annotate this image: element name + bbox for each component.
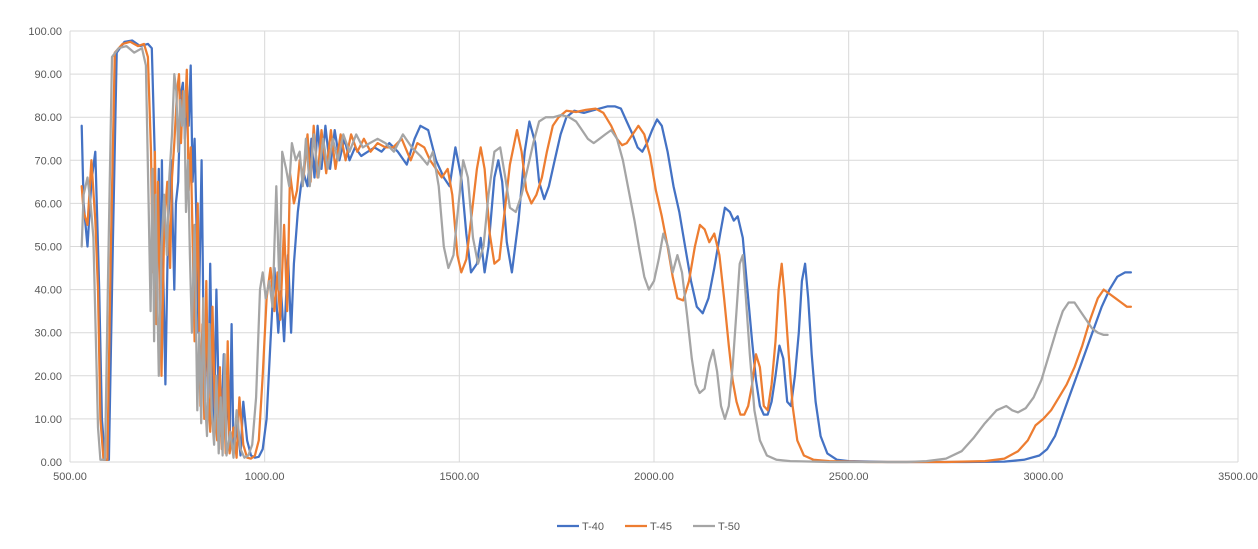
legend-label-t-40: T-40	[582, 521, 604, 533]
x-tick-label: 2000.00	[634, 471, 674, 483]
y-tick-label: 90.00	[34, 69, 62, 81]
x-tick-label: 3000.00	[1023, 471, 1063, 483]
y-axis-tick-labels: 0.00 10.00 20.00 30.00 40.00 50.00 60.00 70.00 8…	[28, 26, 62, 469]
legend-label-t-45: T-45	[650, 521, 672, 533]
y-tick-label: 50.00	[34, 242, 62, 254]
legend: T-40 T-45 T-50	[557, 521, 740, 533]
y-tick-label: 80.00	[34, 112, 62, 124]
x-tick-label: 3500.00	[1218, 471, 1258, 483]
x-tick-label: 2500.00	[829, 471, 869, 483]
x-tick-label: 1000.00	[245, 471, 285, 483]
y-tick-label: 20.00	[34, 371, 62, 383]
x-tick-label: 500.00	[53, 471, 87, 483]
series-line-t-45	[80, 40, 1133, 464]
y-tick-label: 0.00	[41, 457, 62, 469]
y-tick-label: 70.00	[34, 155, 62, 167]
x-tick-label: 1500.00	[439, 471, 479, 483]
legend-label-t-50: T-50	[718, 521, 740, 533]
y-tick-label: 30.00	[34, 328, 62, 340]
y-tick-label: 100.00	[28, 26, 62, 38]
series-lines	[80, 39, 1133, 464]
series-line-t-50	[80, 44, 1109, 464]
y-tick-label: 10.00	[34, 414, 62, 426]
y-tick-label: 40.00	[34, 285, 62, 297]
y-tick-label: 60.00	[34, 198, 62, 210]
x-axis-tick-labels: 500.00 1000.00 1500.00 2000.00 2500.00 3000.0…	[53, 471, 1258, 483]
